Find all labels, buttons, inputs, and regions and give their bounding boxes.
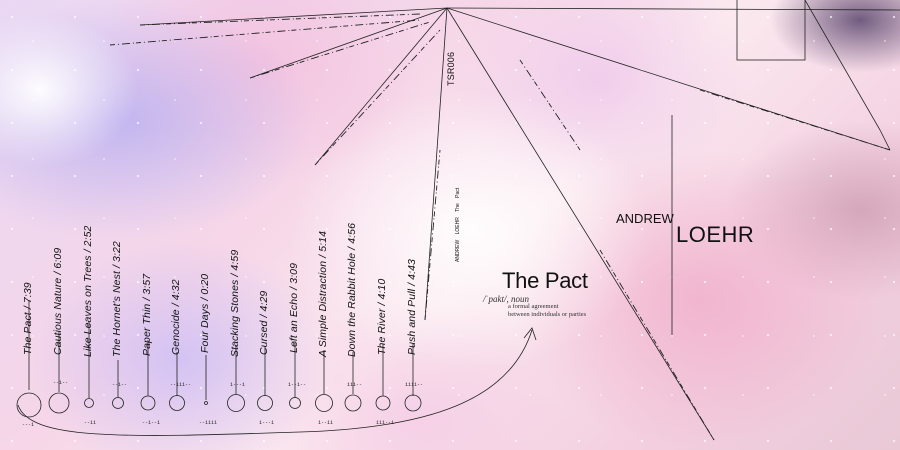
track-code: i---i (259, 420, 275, 426)
ray-to-bottom (446, 7, 715, 441)
ray-to-left-mid (249, 7, 448, 79)
track-label: The Hornet's Nest / 3:22 (111, 241, 123, 357)
track-label: Cursed / 4:29 (258, 290, 270, 355)
track-code: iiii-- (405, 382, 424, 388)
ray-to-down (424, 7, 448, 321)
track-code: iii-- (347, 382, 363, 388)
track-marker (16, 392, 42, 418)
album-title: The Pact (502, 268, 588, 293)
track-code: --i-- (53, 380, 69, 386)
ray-corner (804, 0, 881, 131)
ray-to-right (446, 7, 900, 11)
ray-to-left (314, 7, 448, 166)
track-label: Left an Echo / 3:09 (288, 262, 300, 353)
track-label: The River / 4:10 (376, 278, 388, 355)
definition-line: a formal agreement (508, 303, 559, 310)
track-marker (315, 394, 333, 412)
artist-first-name: ANDREW (616, 211, 674, 226)
definition-line: between individuals or parties (508, 311, 587, 318)
track-code: --i-- (112, 382, 128, 388)
artist-last-name: LOEHR (676, 222, 755, 247)
track-marker (112, 397, 124, 409)
track-marker (140, 395, 156, 411)
track-label: The Pact / 7:39 (22, 282, 34, 355)
track-label: Stacking Stones / 4:59 (229, 249, 241, 357)
arrow-curve (17, 329, 533, 436)
frame-square (736, 0, 806, 61)
track-code: iii--i (376, 420, 395, 426)
track-code: --iii-- (170, 382, 192, 388)
ray-to-left-top (139, 7, 448, 26)
track-code: i--i-- (288, 382, 307, 388)
spine-text: ANDREW LOEHR The Pact (455, 187, 461, 262)
track-label: Four Days / 0:20 (199, 273, 211, 353)
track-marker (375, 395, 391, 411)
track-marker (289, 397, 301, 409)
track-marker (227, 394, 245, 412)
track-marker (169, 395, 185, 411)
track-label: Cautious Nature / 6:09 (52, 247, 64, 355)
track-label: Genocide / 4:32 (170, 279, 182, 355)
definition: a formal agreement between individuals o… (508, 303, 586, 319)
track-marker (404, 394, 422, 412)
track-code: i---i (230, 382, 246, 388)
arrow-head (523, 327, 537, 341)
track-marker (344, 394, 362, 412)
track-code: --i--i (142, 420, 161, 426)
track-label: Paper Thin / 3:57 (141, 273, 153, 356)
track-label: Like Leaves on Trees / 2:52 (82, 225, 94, 358)
track-code: --iiii (199, 420, 218, 426)
track-code: i--ii (318, 420, 334, 426)
track-marker (204, 401, 208, 405)
track-marker (48, 392, 70, 414)
track-marker (84, 398, 94, 408)
track-label: Down the Rabbit Hole / 4:56 (346, 222, 358, 357)
catalog-number: TSR006 (446, 51, 456, 86)
track-marker (257, 395, 273, 411)
track-code: ---i (22, 422, 35, 428)
track-code: --ii (84, 420, 97, 426)
ray-to-right-low (446, 7, 891, 151)
track-label: Push and Pull / 4:43 (406, 259, 418, 355)
phonetic-spelling: /ˈpakt/, noun (483, 294, 529, 304)
track-label: A Simple Distraction / 5:14 (317, 230, 329, 357)
